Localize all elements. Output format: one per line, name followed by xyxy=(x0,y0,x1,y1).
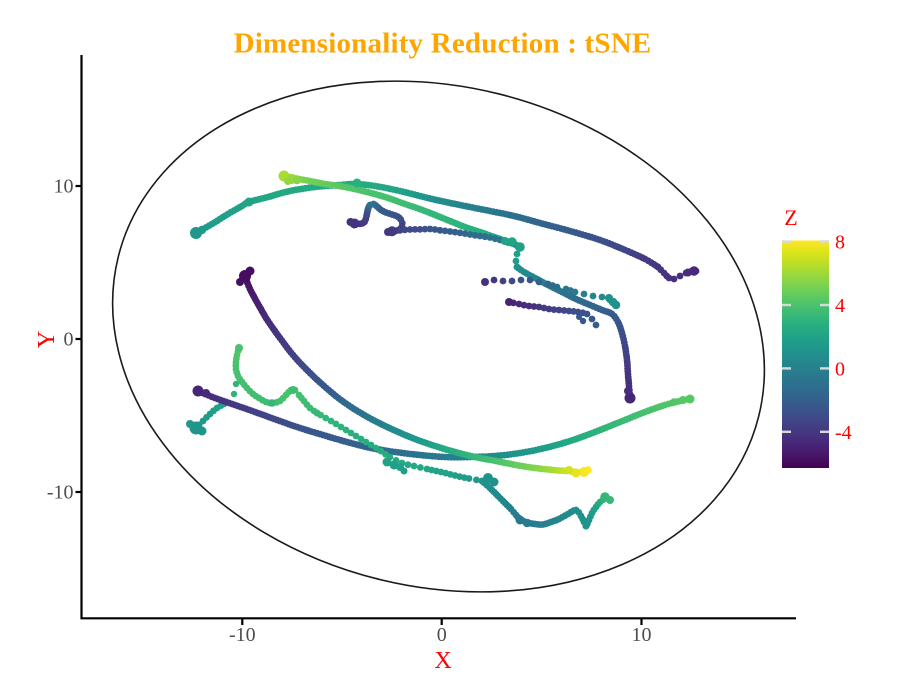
svg-text:Dimensionality Reduction : tSN: Dimensionality Reduction : tSNE xyxy=(234,27,652,59)
svg-text:Y: Y xyxy=(34,331,60,348)
svg-text:0: 0 xyxy=(835,358,845,380)
svg-text:10: 10 xyxy=(632,624,652,646)
svg-text:-4: -4 xyxy=(835,422,852,444)
svg-text:0: 0 xyxy=(64,328,74,350)
svg-text:8: 8 xyxy=(835,232,845,254)
svg-text:-10: -10 xyxy=(229,624,256,646)
svg-text:X: X xyxy=(434,648,451,674)
svg-text:4: 4 xyxy=(835,295,845,317)
svg-text:-10: -10 xyxy=(47,481,74,503)
svg-text:10: 10 xyxy=(54,175,74,197)
svg-text:Z: Z xyxy=(784,205,797,230)
svg-text:0: 0 xyxy=(437,624,447,646)
